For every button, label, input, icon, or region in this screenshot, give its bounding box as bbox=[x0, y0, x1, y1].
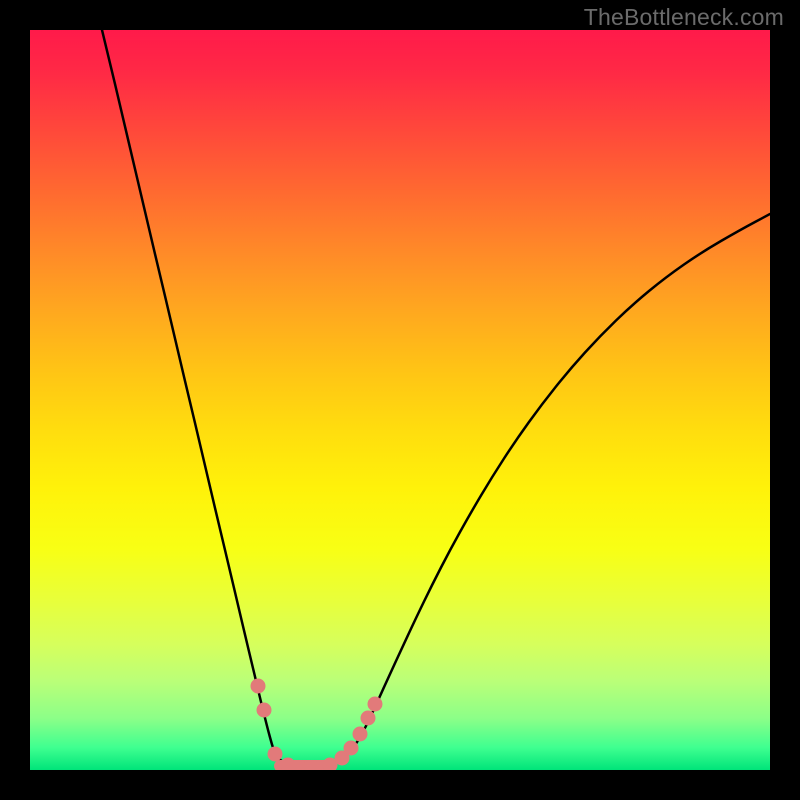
marker-point bbox=[301, 761, 315, 770]
marker-point bbox=[268, 747, 282, 761]
marker-point bbox=[281, 758, 295, 770]
bottleneck-curve-right bbox=[350, 214, 770, 752]
marker-point bbox=[257, 703, 271, 717]
curve-layer bbox=[30, 30, 770, 770]
marker-point bbox=[251, 679, 265, 693]
watermark-text: TheBottleneck.com bbox=[584, 4, 784, 31]
marker-point bbox=[361, 711, 375, 725]
figure-frame: TheBottleneck.com bbox=[0, 0, 800, 800]
marker-point bbox=[353, 727, 367, 741]
plot-area bbox=[30, 30, 770, 770]
bottleneck-curve-left bbox=[102, 30, 350, 768]
marker-point bbox=[368, 697, 382, 711]
marker-point bbox=[344, 741, 358, 755]
